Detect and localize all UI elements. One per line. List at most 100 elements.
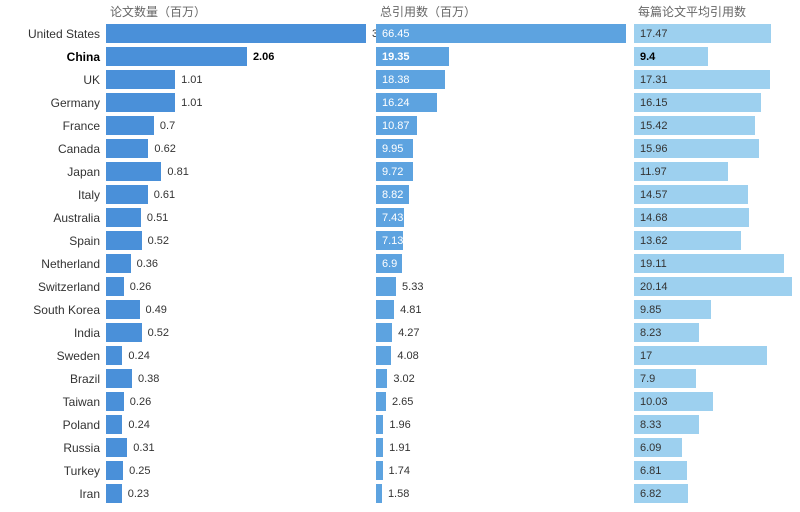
bar-value: 0.51 xyxy=(147,212,168,224)
bar xyxy=(106,392,124,411)
bar-value: 0.52 xyxy=(148,235,169,247)
country-row: Taiwan xyxy=(0,390,106,413)
column-avg-citations: 每篇论文平均引用数 17.479.417.3116.1515.4215.9611… xyxy=(634,0,798,505)
bar: 8.23 xyxy=(634,323,699,342)
bar-row: 17.47 xyxy=(634,22,798,45)
bar-row: 0.24 xyxy=(106,344,376,367)
country-row: UK xyxy=(0,68,106,91)
bar-value: 17.31 xyxy=(640,74,668,86)
bar-value: 5.33 xyxy=(402,281,423,293)
country-row: France xyxy=(0,114,106,137)
bar-row: 0.38 xyxy=(106,367,376,390)
bar-value: 1.91 xyxy=(389,442,410,454)
bar xyxy=(376,323,392,342)
bar-value: 6.09 xyxy=(640,442,661,454)
bar xyxy=(106,438,127,457)
column-header: 论文数量（百万） xyxy=(106,0,376,22)
bar-row: 0.81 xyxy=(106,160,376,183)
bar-row: 8.82 xyxy=(376,183,634,206)
bar xyxy=(106,208,141,227)
country-row: Switzerland xyxy=(0,275,106,298)
bar-value: 13.62 xyxy=(640,235,668,247)
bar-value: 0.61 xyxy=(154,189,175,201)
country-label: India xyxy=(0,326,106,340)
bar-value: 2.06 xyxy=(253,51,274,63)
bar-row: 10.87 xyxy=(376,114,634,137)
bar-row: 2.06 xyxy=(106,45,376,68)
bar: 66.45 xyxy=(376,24,626,43)
bar-value: 9.85 xyxy=(640,304,661,316)
bar-row: 0.23 xyxy=(106,482,376,505)
bar-value: 9.95 xyxy=(382,143,403,155)
bar-value: 6.81 xyxy=(640,465,661,477)
bar xyxy=(106,415,122,434)
bar-row: 3.02 xyxy=(376,367,634,390)
bar-row: 0.25 xyxy=(106,459,376,482)
country-label: China xyxy=(0,50,106,64)
bar-value: 0.36 xyxy=(137,258,158,270)
column-header: 总引用数（百万） xyxy=(376,0,634,22)
country-label: UK xyxy=(0,73,106,87)
country-label: Iran xyxy=(0,487,106,501)
bar: 14.57 xyxy=(634,185,748,204)
bar: 8.33 xyxy=(634,415,699,434)
bar-value: 6.82 xyxy=(640,488,661,500)
bar-value: 1.01 xyxy=(181,97,202,109)
bar-row: 14.57 xyxy=(634,183,798,206)
country-row: United States xyxy=(0,22,106,45)
bar-row: 9.72 xyxy=(376,160,634,183)
bar-row: 17 xyxy=(634,344,798,367)
bar-row: 16.15 xyxy=(634,91,798,114)
bar xyxy=(106,162,161,181)
country-label: Netherland xyxy=(0,257,106,271)
bar: 15.42 xyxy=(634,116,755,135)
bar-row: 19.35 xyxy=(376,45,634,68)
bar-value: 18.38 xyxy=(382,74,410,86)
bar-row: 0.36 xyxy=(106,252,376,275)
bar xyxy=(106,300,140,319)
bar xyxy=(106,254,131,273)
bar-row: 9.4 xyxy=(634,45,798,68)
bar: 16.24 xyxy=(376,93,437,112)
bar-value: 0.7 xyxy=(160,120,175,132)
bar-value: 7.9 xyxy=(640,373,655,385)
bar: 6.82 xyxy=(634,484,688,503)
bar-value: 14.68 xyxy=(640,212,668,224)
country-row: Spain xyxy=(0,229,106,252)
bar: 16.15 xyxy=(634,93,761,112)
bar-value: 3.02 xyxy=(393,373,414,385)
country-label: Canada xyxy=(0,142,106,156)
bar xyxy=(106,323,142,342)
bar-value: 15.42 xyxy=(640,120,668,132)
bar-value: 8.23 xyxy=(640,327,661,339)
bar-value: 1.58 xyxy=(388,488,409,500)
country-row: Turkey xyxy=(0,459,106,482)
bar-row: 4.08 xyxy=(376,344,634,367)
column-papers: 论文数量（百万） 3.82.061.011.010.70.620.810.610… xyxy=(106,0,376,505)
country-row: China xyxy=(0,45,106,68)
country-label: Brazil xyxy=(0,372,106,386)
country-label: Japan xyxy=(0,165,106,179)
bar-row: 0.26 xyxy=(106,275,376,298)
bar-value: 0.38 xyxy=(138,373,159,385)
bar-value: 8.82 xyxy=(382,189,403,201)
bar xyxy=(106,139,148,158)
bar-value: 0.81 xyxy=(167,166,188,178)
country-label: Australia xyxy=(0,211,106,225)
bar xyxy=(376,438,383,457)
bar-row: 7.9 xyxy=(634,367,798,390)
bar xyxy=(376,484,382,503)
bar-row: 13.62 xyxy=(634,229,798,252)
bar xyxy=(376,300,394,319)
bar: 9.95 xyxy=(376,139,413,158)
bar-row: 7.43 xyxy=(376,206,634,229)
bar: 7.9 xyxy=(634,369,696,388)
bar-value: 4.27 xyxy=(398,327,419,339)
bar-value: 9.72 xyxy=(382,166,403,178)
bar xyxy=(106,277,124,296)
bar-value: 66.45 xyxy=(382,28,410,40)
country-row: Iran xyxy=(0,482,106,505)
bar-row: 11.97 xyxy=(634,160,798,183)
bar-value: 16.24 xyxy=(382,97,410,109)
country-row: South Korea xyxy=(0,298,106,321)
